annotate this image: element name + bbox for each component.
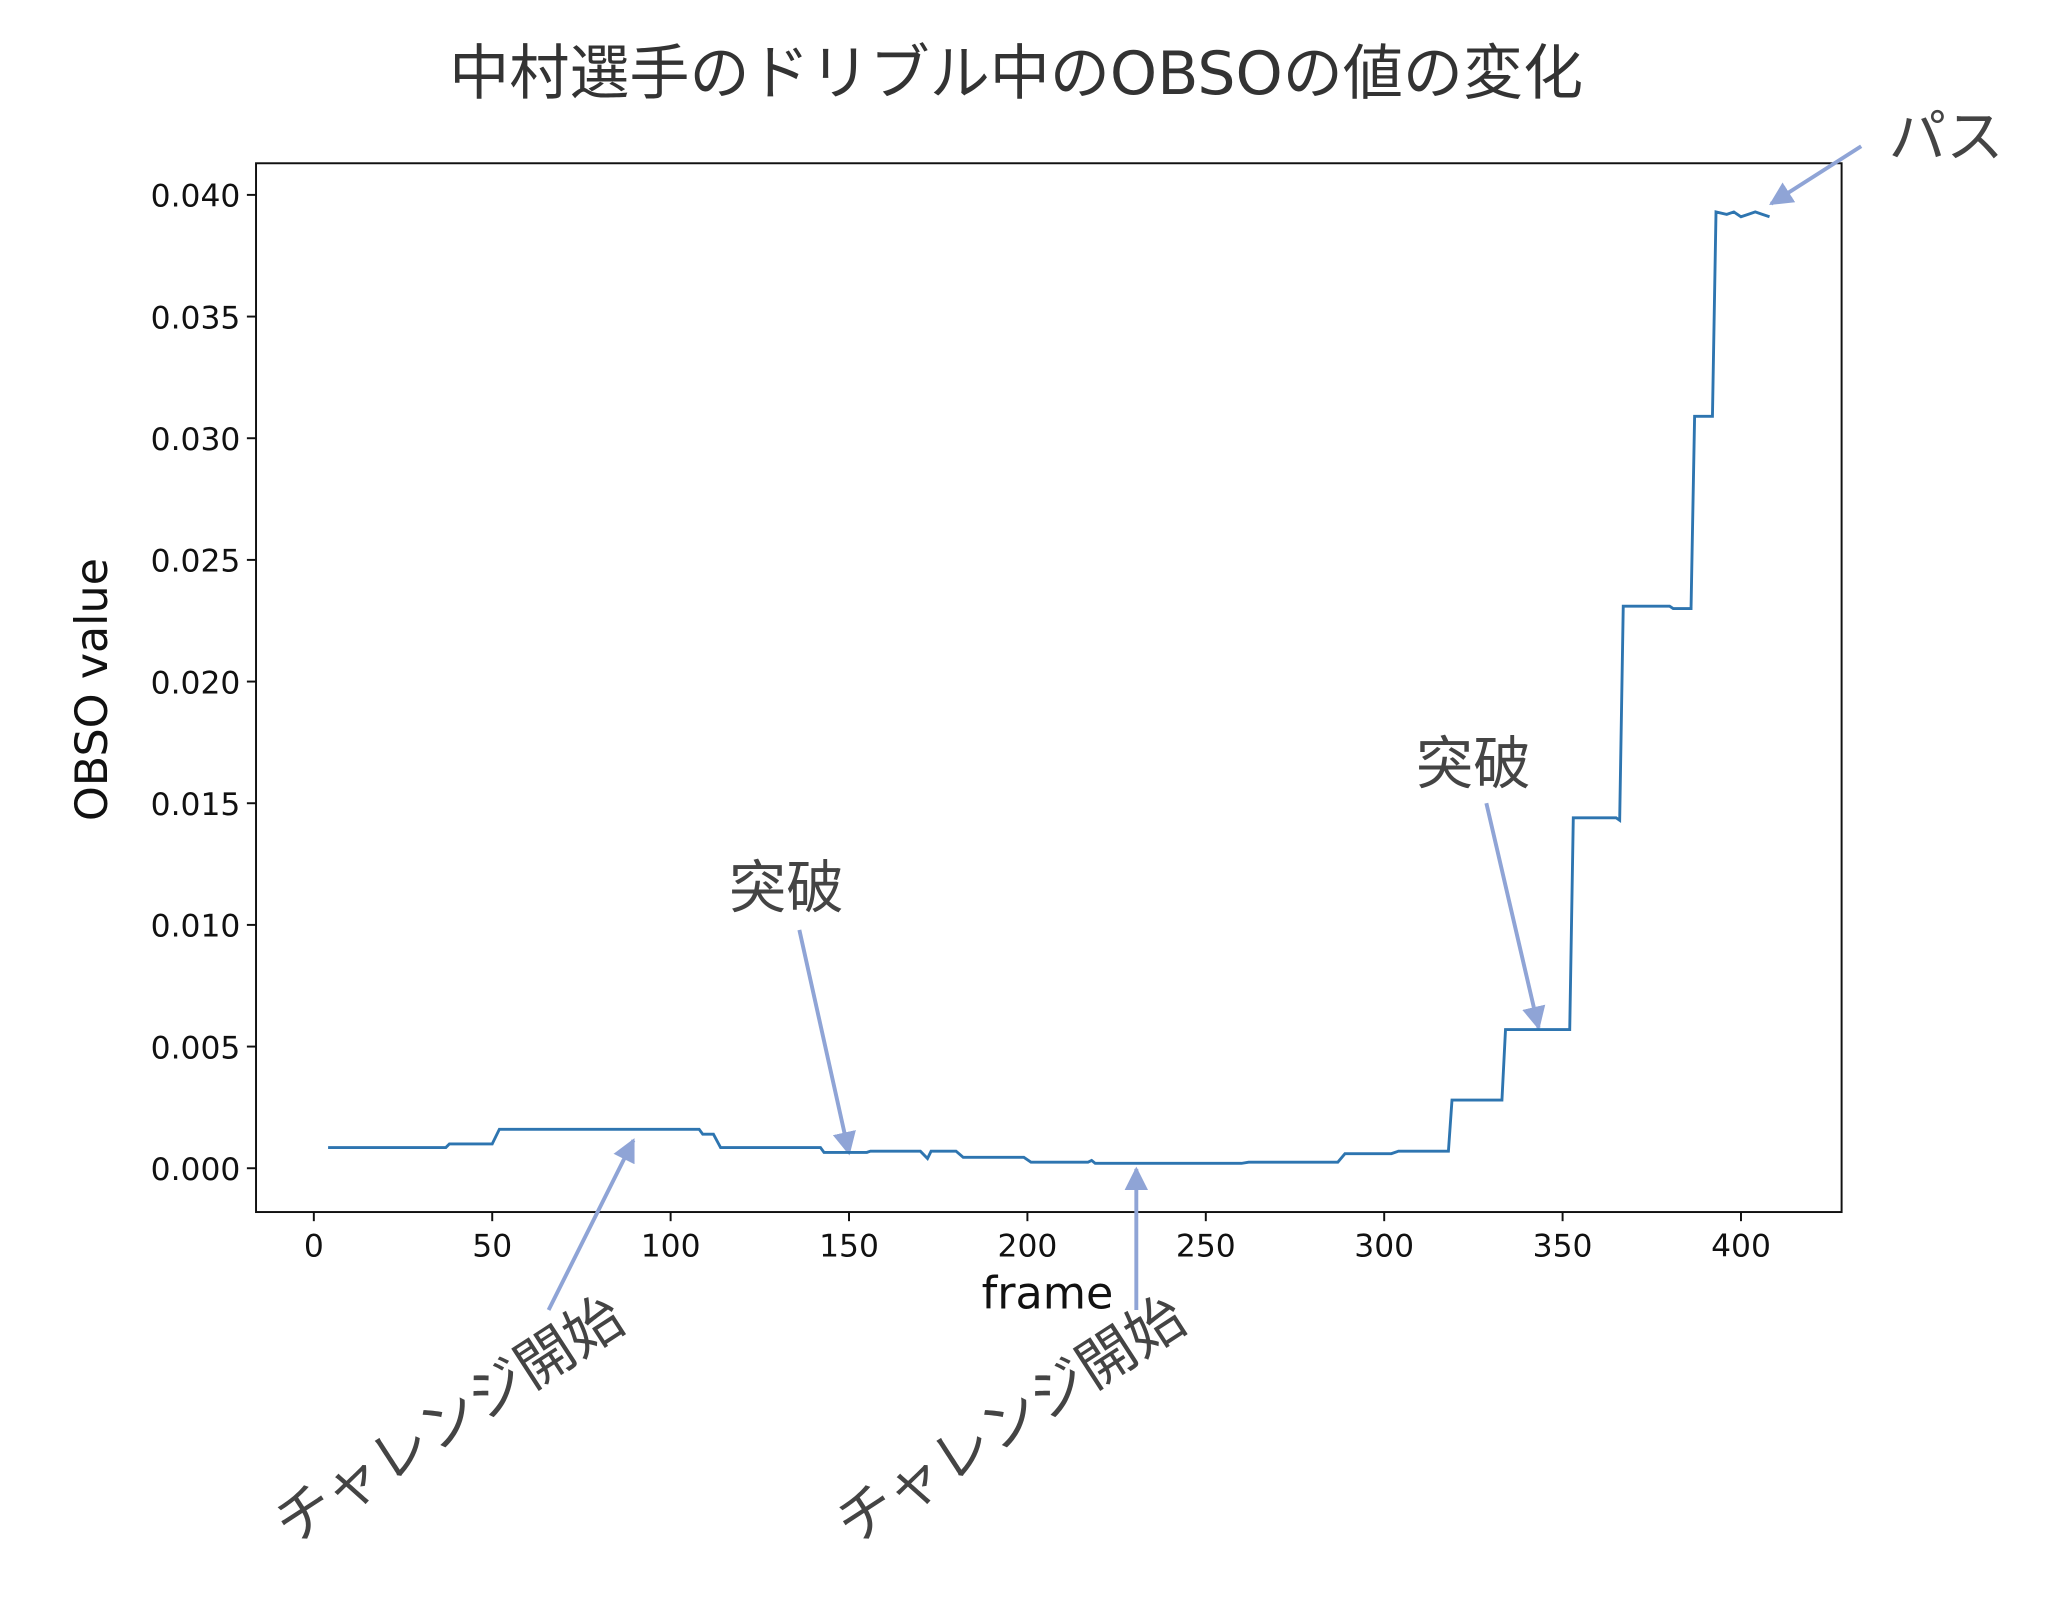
annotation: チャレンジ開始 (824, 1283, 1197, 1558)
x-axis-label: frame (982, 1269, 1114, 1320)
chart-title: 中村選手のドリブル中のOBSOの値の変化 (449, 39, 1583, 109)
x-tick-label: 200 (998, 1228, 1058, 1264)
data-line (328, 210, 1770, 1165)
y-tick-label: 0.030 (151, 422, 241, 458)
x-tick-label: 150 (819, 1228, 879, 1264)
annotation-arrow (1484, 802, 1546, 1031)
y-tick-label: 0.025 (151, 544, 241, 580)
y-tick-label: 0.035 (151, 300, 241, 336)
annotation: 突破 (1416, 731, 1531, 798)
x-tick-label: 300 (1354, 1228, 1414, 1264)
annotation-arrow (1769, 144, 1863, 206)
annotation-arrow (546, 1138, 636, 1311)
x-tick-label: 400 (1711, 1228, 1771, 1264)
plot-frame (255, 162, 1843, 1214)
x-tick-label: 100 (641, 1228, 701, 1264)
annotation: チャレンジ開始 (263, 1283, 636, 1558)
x-tick-label: 50 (472, 1228, 512, 1264)
x-tick-label: 250 (1176, 1228, 1236, 1264)
y-tick-label: 0.005 (151, 1030, 241, 1066)
y-tick-label: 0.020 (151, 665, 241, 701)
x-tick-label: 350 (1533, 1228, 1593, 1264)
annotation: 突破 (729, 855, 844, 922)
y-tick-label: 0.015 (151, 787, 241, 823)
y-tick-label: 0.040 (151, 179, 241, 215)
y-tick-label: 0.010 (151, 909, 241, 945)
annotation: パス (1889, 104, 2004, 171)
y-axis-label: OBSO value (67, 558, 118, 821)
y-tick-label: 0.000 (151, 1152, 241, 1188)
annotation-arrow (797, 929, 856, 1156)
x-tick-label: 0 (304, 1228, 324, 1264)
